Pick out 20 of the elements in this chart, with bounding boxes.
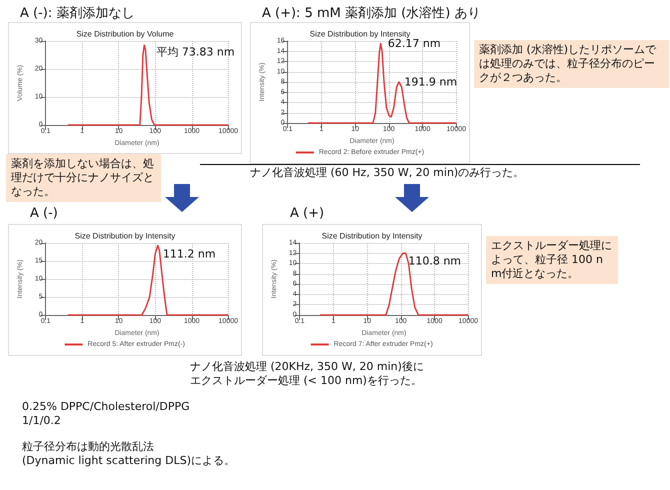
chart-subtitle: A (+): 5 mM 薬剤添加 (水溶性) あり	[262, 5, 480, 22]
chart-title: Size Distribution by Volume	[76, 30, 174, 38]
text: エクストルーダー処理によって、粒子径 100 nm付近となった。	[486, 236, 618, 284]
text: 薬剤を添加しない場合は、処理だけで十分にナノサイズとなった。	[6, 154, 161, 202]
annotation: 平均 73.83 nm	[156, 46, 235, 59]
chart-subtitle: A (+)	[290, 206, 324, 221]
annotation: 191.9 nm	[404, 76, 458, 88]
text: 薬剤添加 (水溶性)したリポソームでは処理のみでは、粒子径分布のピークが２つあった。	[474, 40, 669, 88]
chart-title: Size Distribution by Intensity	[310, 30, 410, 38]
text: 粒子径分布は動的光散乱法 (Dynamic light scattering DLS)による。	[22, 440, 236, 468]
annotation: 111.2 nm	[162, 247, 216, 260]
text: ナノ化音波処理 (60 Hz, 350 W, 20 min)のみ行った。	[250, 166, 526, 180]
text: ナノ化音波処理 (20KHz, 350 W, 20 min)後にエクストルーダー処理 (< 100 nm)を行った。	[190, 360, 425, 388]
chart-subtitle: A (-): 薬剤添加なし	[20, 5, 134, 22]
annotation: 62.17 nm	[388, 37, 441, 50]
chart-title: Size Distribution by Intensity	[322, 232, 422, 240]
annotation: 110.8 nm	[408, 254, 462, 268]
text: 0.25% DPPC/Cholesterol/DPPG 1/1/0.2	[22, 400, 191, 428]
chart-title: Size Distribution by Intensity	[74, 232, 176, 240]
chart-subtitle: A (-)	[30, 206, 58, 221]
